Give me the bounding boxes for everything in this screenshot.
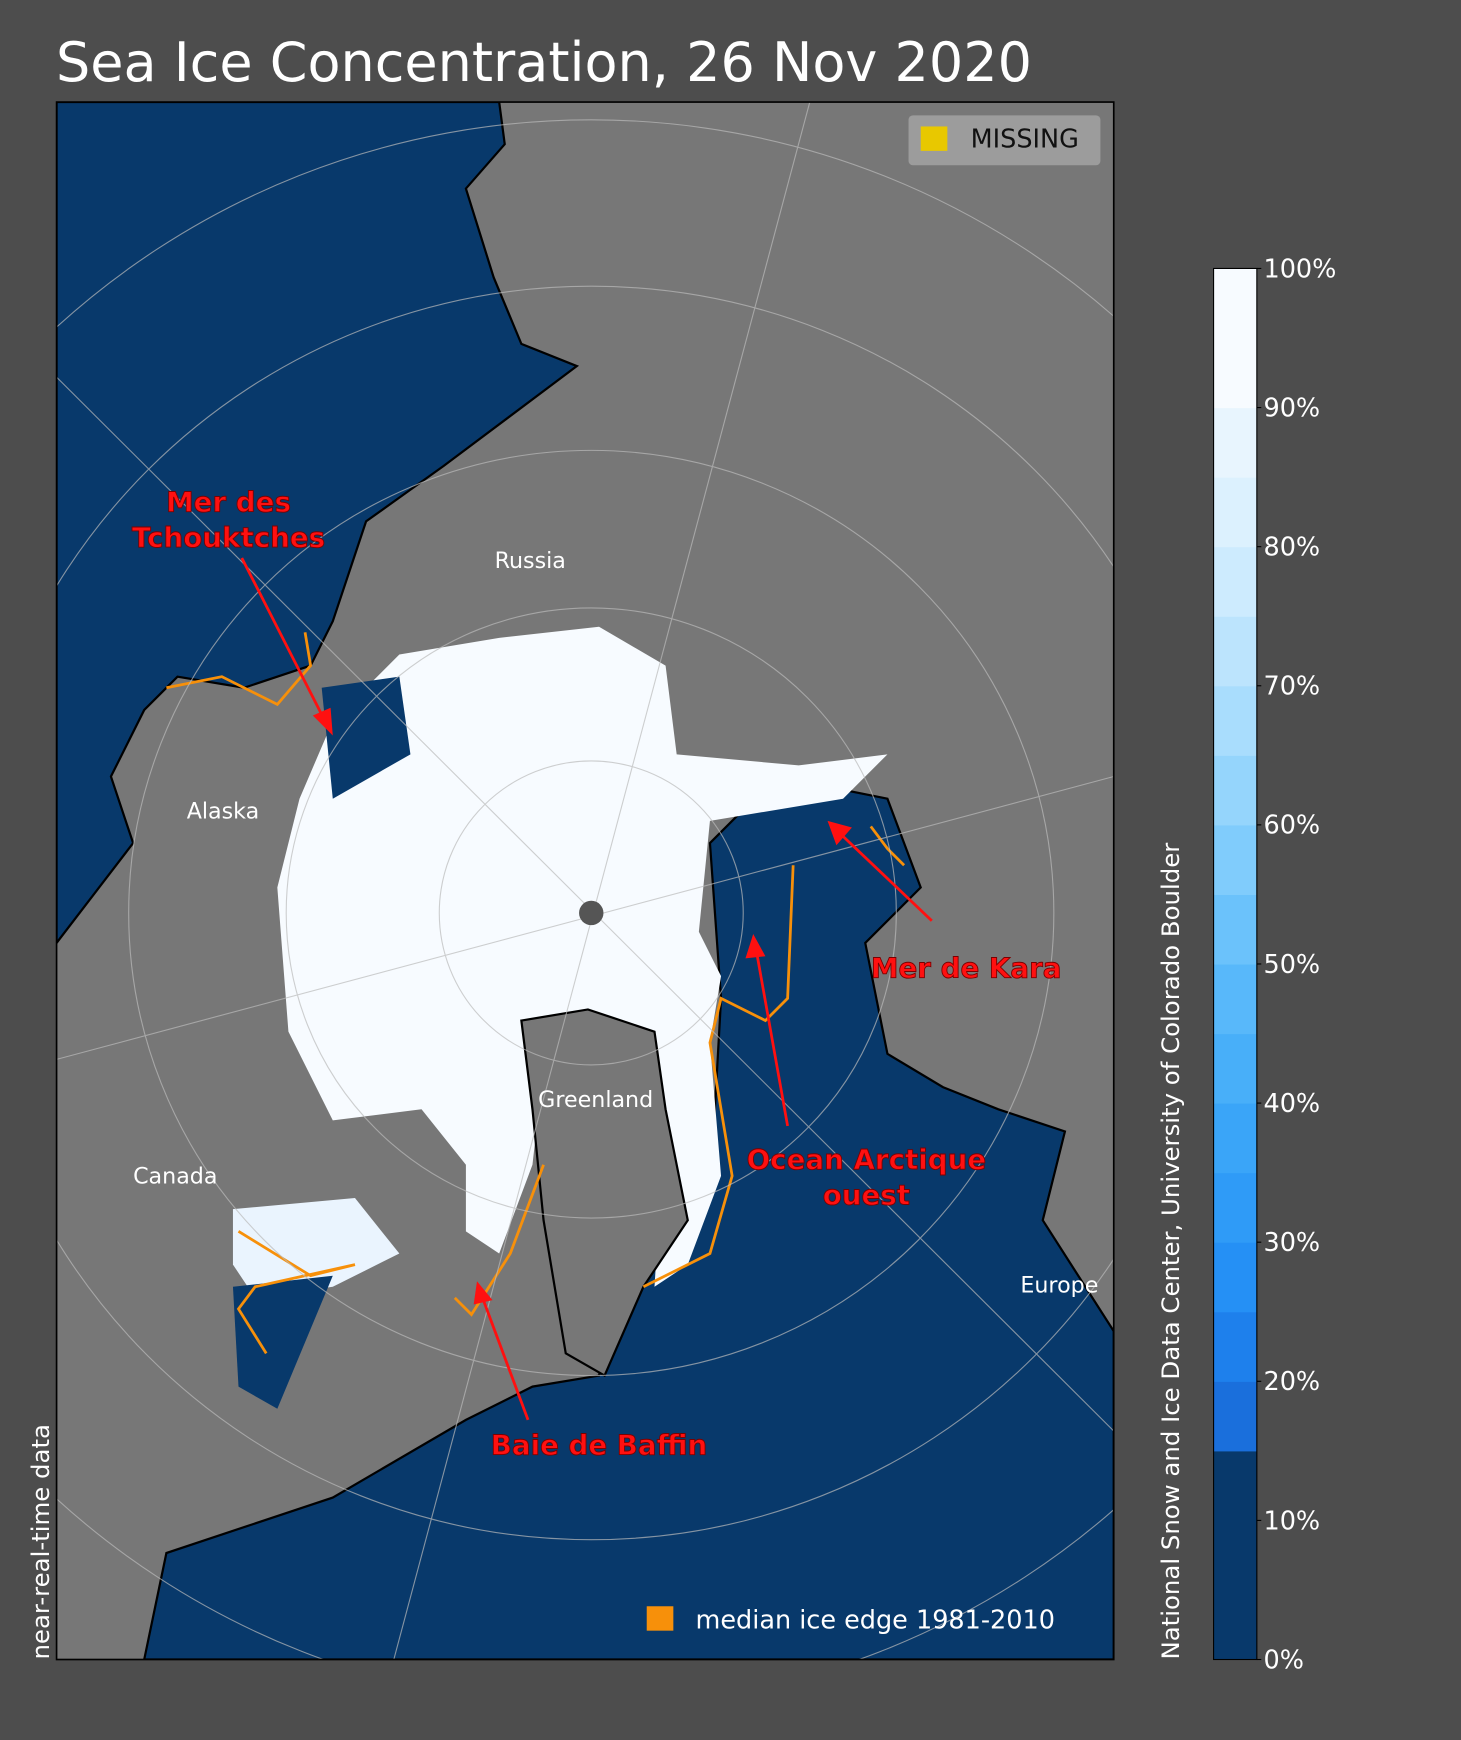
annotation-arctic-1: Ocean Arctique: [747, 1143, 987, 1176]
figure-title: Sea Ice Concentration, 26 Nov 2020: [56, 31, 1032, 94]
pacific-ocean: [56, 102, 580, 945]
colorbar-segment: [1213, 1033, 1257, 1104]
colorbar-tick-label: 100%: [1263, 254, 1336, 284]
side-left-text: near-real-time data: [26, 1424, 55, 1660]
colorbar-segment: [1213, 1381, 1257, 1452]
annotation-chukchi-1: Mer des: [166, 485, 291, 518]
legend-median-label: median ice edge 1981-2010: [696, 1605, 1055, 1635]
colorbar-segment: [1213, 1242, 1257, 1313]
annotation-chukchi-2: Tchouktches: [132, 521, 325, 554]
arctic-map: Russia Alaska Canada Greenland Europe Me…: [56, 102, 1114, 1660]
colorbar-segment: [1213, 894, 1257, 965]
colorbar-tick-label: 50%: [1263, 950, 1320, 980]
colorbar-segment: [1213, 477, 1257, 548]
label-europe: Europe: [1020, 1272, 1098, 1298]
colorbar-segment: [1213, 685, 1257, 756]
colorbar-tick-label: 30%: [1263, 1228, 1320, 1258]
colorbar-segment: [1213, 616, 1257, 687]
colorbar-segment: [1213, 963, 1257, 1035]
colorbar-segment: [1213, 1450, 1257, 1660]
label-canada: Canada: [133, 1164, 217, 1190]
colorbar-tick-label: 70%: [1263, 672, 1320, 702]
colorbar-segment: [1213, 1311, 1257, 1382]
sea-ice: [277, 626, 888, 1287]
annotation-baffin: Baie de Baffin: [491, 1428, 708, 1461]
colorbar-segment: [1213, 338, 1257, 409]
colorbar-tick-label: 60%: [1263, 811, 1320, 841]
colorbar-tick-label: 80%: [1263, 533, 1320, 563]
colorbar-segment: [1213, 1172, 1257, 1243]
annotation-arctic-2: ouest: [823, 1179, 910, 1212]
map-frame: [55, 101, 1115, 1661]
hudson-ice: [232, 1198, 400, 1298]
colorbar-tick-label: 20%: [1263, 1367, 1320, 1397]
colorbar: 0% 10% 20% 30% 40% 50% 60% 70% 80% 90% 100%: [1213, 254, 1336, 1675]
colorbar-segment: [1213, 407, 1257, 478]
pole-hole: [579, 900, 604, 926]
colorbar-tick-label: 90%: [1263, 393, 1320, 423]
annotation-kara: Mer de Kara: [871, 951, 1062, 984]
colorbar-tick-label: 40%: [1263, 1089, 1320, 1119]
hudson-bay: [232, 1275, 333, 1409]
colorbar-segment: [1213, 268, 1257, 339]
colorbar-segment: [1213, 546, 1257, 617]
label-alaska: Alaska: [187, 799, 260, 825]
legend-median: median ice edge 1981-2010: [646, 1605, 1055, 1635]
missing-swatch: [920, 126, 948, 151]
colorbar-segment: [1213, 755, 1257, 826]
colorbar-segment: [1213, 1103, 1257, 1174]
median-swatch: [646, 1606, 674, 1631]
median-ice-edge: [166, 632, 906, 1355]
colorbar-segment: [1213, 824, 1257, 895]
side-right-credit: National Snow and Ice Data Center, Unive…: [1156, 842, 1185, 1660]
legend-missing-label: MISSING: [971, 125, 1079, 155]
legend-missing: MISSING: [908, 115, 1101, 166]
colorbar-tick-label: 10%: [1263, 1506, 1320, 1536]
annotation-arrows: [240, 557, 933, 1421]
label-greenland: Greenland: [538, 1087, 653, 1113]
label-russia: Russia: [495, 548, 566, 574]
colorbar-tick-label: 0%: [1263, 1645, 1303, 1675]
